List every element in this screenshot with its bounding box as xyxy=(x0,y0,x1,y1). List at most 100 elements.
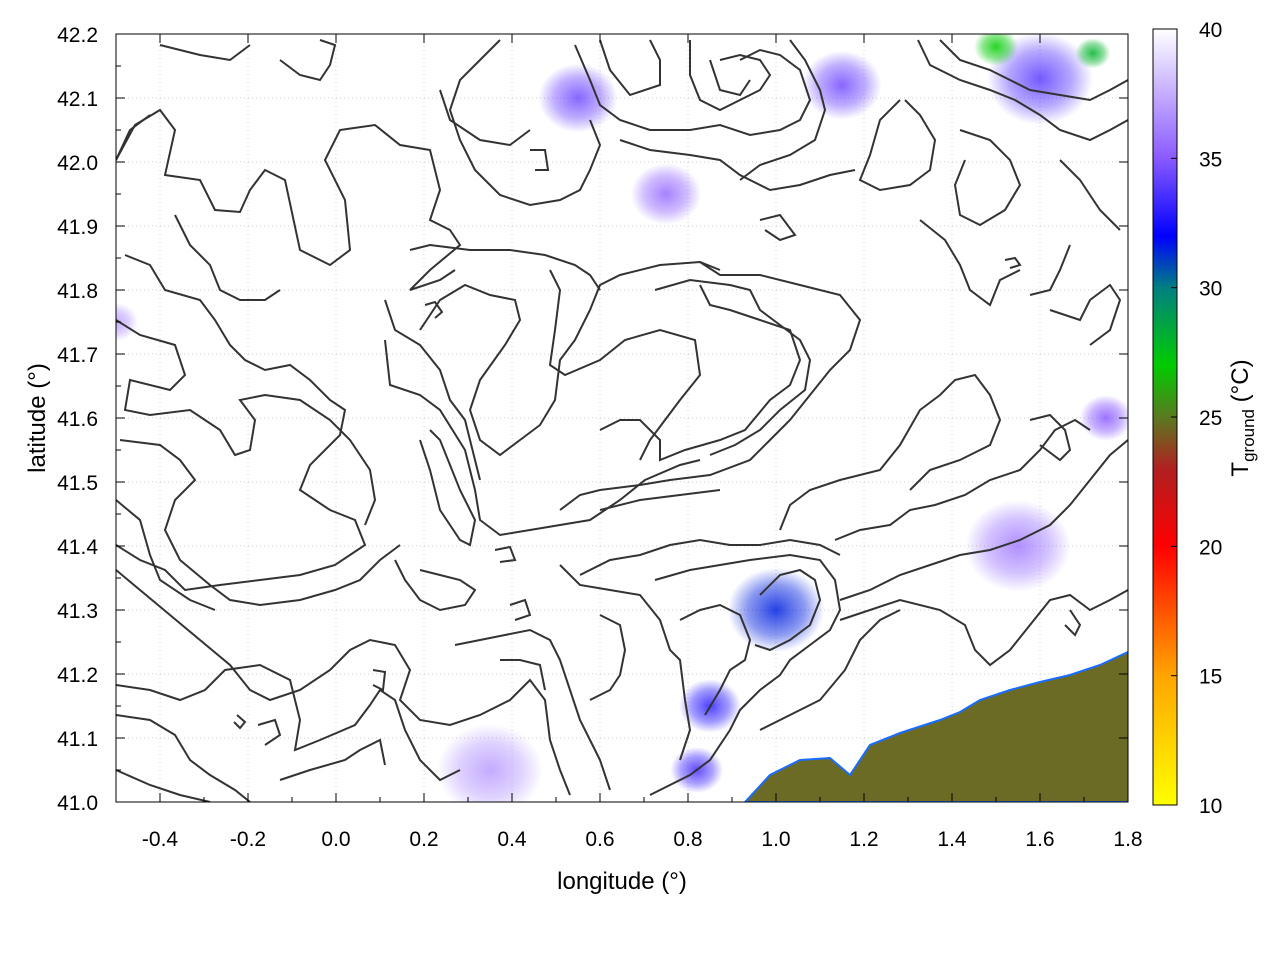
contour-line xyxy=(654,278,812,456)
contour-line xyxy=(279,738,386,781)
contour-line xyxy=(116,254,367,592)
y-axis-label: latitude (°) xyxy=(24,363,51,473)
warm-patch xyxy=(538,63,618,133)
contour-line xyxy=(579,538,841,576)
contour-line xyxy=(448,39,602,207)
x-tick-label: 0.0 xyxy=(321,828,350,851)
colorbar-tick-label: 35 xyxy=(1199,148,1222,171)
y-tick-label: 41.3 xyxy=(57,600,98,623)
contour-line xyxy=(257,718,282,746)
x-tick-label: 0.8 xyxy=(673,828,702,851)
contour-line xyxy=(619,139,856,192)
contour-line xyxy=(1059,159,1121,231)
contour-line xyxy=(689,40,772,112)
contour-line xyxy=(917,39,1128,142)
contour-line xyxy=(116,714,251,802)
contour-line xyxy=(649,553,842,796)
x-tick-label: 0.6 xyxy=(585,828,614,851)
contour-line xyxy=(599,284,802,462)
contour-line xyxy=(834,418,1091,541)
contour-line xyxy=(454,628,611,791)
contour-line xyxy=(419,429,477,547)
contour-line xyxy=(116,108,462,291)
y-tick-label: 41.1 xyxy=(57,728,98,751)
contour-line xyxy=(116,499,216,611)
contour-line xyxy=(839,439,1128,601)
contour-line xyxy=(953,129,1022,227)
x-tick-label: 1.2 xyxy=(849,828,878,851)
contour-line xyxy=(116,663,461,782)
contour-line xyxy=(939,39,1128,102)
contour-line xyxy=(739,39,827,181)
contour-line xyxy=(559,564,692,761)
contour-lines xyxy=(116,39,1128,802)
colorbar-tick-label: 10 xyxy=(1199,795,1222,818)
contour-line xyxy=(599,39,661,97)
y-tick-label: 41.7 xyxy=(57,344,98,367)
y-tick-label: 42.2 xyxy=(57,24,98,47)
x-tick-label: 0.4 xyxy=(497,828,527,851)
contour-line xyxy=(384,299,481,481)
contour-line xyxy=(233,714,247,730)
y-tick-label: 42.1 xyxy=(57,88,98,111)
contour-line xyxy=(530,149,550,171)
colorbar-label-unit: (°C) xyxy=(1227,359,1254,409)
colorbar: 10 15 20 25 30 35 40 Tground (°C) xyxy=(1152,19,1258,818)
contour-line xyxy=(779,373,1002,531)
contour-line xyxy=(839,589,1128,667)
x-tick-label: -0.2 xyxy=(230,828,266,851)
colorbar-label-main: T xyxy=(1227,462,1254,477)
warm-patch xyxy=(630,163,702,225)
y-tick-label: 41.9 xyxy=(57,216,98,239)
warm-patch xyxy=(727,567,825,653)
contour-line xyxy=(709,59,751,97)
contour-line xyxy=(424,300,444,319)
contour-line xyxy=(759,213,797,242)
x-tick-label: -0.4 xyxy=(142,828,179,851)
colorbar-tick-label: 30 xyxy=(1199,278,1222,301)
colorbar-tick-label: 40 xyxy=(1199,19,1222,42)
colorbar-tick-label: 20 xyxy=(1199,536,1222,559)
y-tick-label: 41.6 xyxy=(57,408,98,431)
x-tick-label: 1.8 xyxy=(1113,828,1142,851)
contour-line xyxy=(500,659,546,691)
y-tick-label: 41.2 xyxy=(57,664,98,687)
contour-line xyxy=(1029,244,1071,296)
contour-line xyxy=(119,439,401,607)
contour-line xyxy=(159,44,251,62)
plot-border xyxy=(115,33,1129,803)
contour-line xyxy=(116,569,571,796)
contour-line xyxy=(1064,609,1082,637)
contour-line xyxy=(439,89,531,147)
contour-line xyxy=(116,114,151,161)
contour-line xyxy=(759,609,901,731)
contour-line xyxy=(279,39,337,82)
colorbar-tick-label: 25 xyxy=(1199,407,1222,430)
x-tick-label: 1.6 xyxy=(1025,828,1054,851)
contour-line xyxy=(559,261,862,511)
contour-line xyxy=(754,568,822,652)
contour-line xyxy=(599,489,721,511)
warm-patch xyxy=(1079,394,1128,442)
contour-line xyxy=(574,44,812,137)
plot-area: -0.4 -0.2 0.0 0.2 0.4 0.6 0.8 1.0 1.2 1.4 1.6 1.8 41… xyxy=(57,24,1142,851)
colorbar-label: Tground (°C) xyxy=(1227,359,1258,476)
y-tick-label: 41.8 xyxy=(57,280,98,303)
contour-line xyxy=(372,669,387,692)
x-axis-label: longitude (°) xyxy=(557,868,687,895)
contour-line xyxy=(679,603,752,716)
contour-line xyxy=(116,769,211,802)
warm-patch xyxy=(965,499,1071,593)
warm-patch xyxy=(116,302,138,342)
contour-line xyxy=(1049,283,1122,346)
sea-region xyxy=(743,650,1128,802)
contour-line xyxy=(919,219,1021,307)
contour-line xyxy=(394,559,477,612)
colorbar-ticks: 10 15 20 25 30 35 40 xyxy=(1171,19,1222,818)
x-tick-label: 1.0 xyxy=(761,828,790,851)
contour-line xyxy=(384,339,701,537)
contour-line xyxy=(1004,256,1022,269)
contour-line xyxy=(548,269,702,461)
contour-line xyxy=(858,99,937,192)
contour-line xyxy=(409,243,601,291)
